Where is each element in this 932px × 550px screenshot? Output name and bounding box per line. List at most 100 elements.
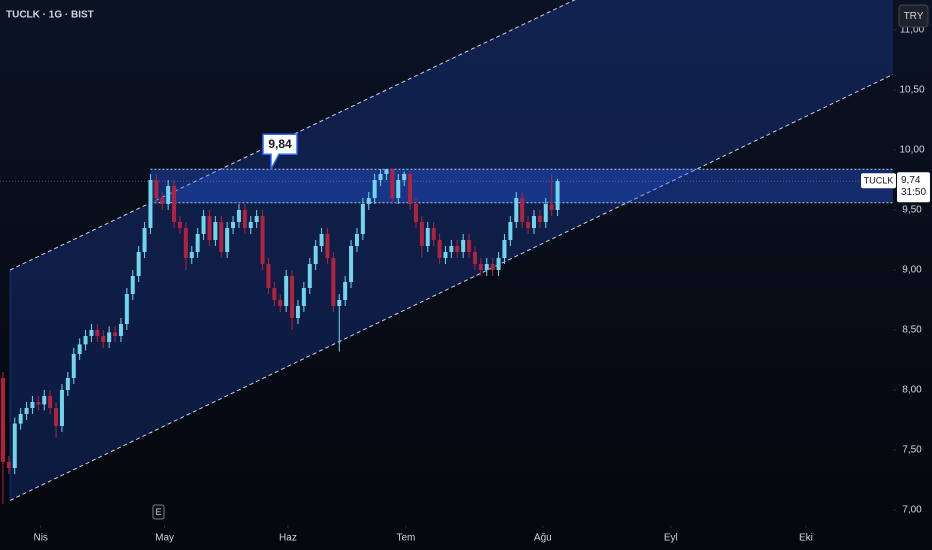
candle-body bbox=[526, 222, 531, 228]
y-tick-label: 9,00 bbox=[902, 265, 922, 276]
candle-body bbox=[372, 180, 377, 198]
candle-body bbox=[236, 210, 241, 222]
candle-body bbox=[484, 264, 489, 270]
candle-body bbox=[307, 264, 312, 288]
x-tick-label: Eki bbox=[799, 533, 813, 544]
candle-body bbox=[319, 234, 324, 246]
candle-body bbox=[531, 216, 536, 228]
callout-box bbox=[262, 133, 298, 170]
y-tick-label: 11,00 bbox=[900, 25, 925, 36]
candle-body bbox=[284, 276, 289, 306]
y-tick-label: 7,50 bbox=[902, 445, 922, 456]
candle-body bbox=[508, 222, 513, 240]
candle-body bbox=[437, 240, 442, 258]
candle-body bbox=[242, 210, 247, 228]
candle-body bbox=[136, 252, 141, 276]
candle-body bbox=[278, 300, 283, 306]
candle-body bbox=[413, 204, 418, 222]
candle-body bbox=[166, 186, 171, 204]
candle-body bbox=[384, 169, 389, 174]
candle-body bbox=[354, 234, 359, 246]
candle-body bbox=[331, 258, 336, 306]
candle-body bbox=[172, 186, 177, 222]
candle-body bbox=[461, 240, 466, 252]
candle-body bbox=[396, 180, 401, 198]
candle-body bbox=[48, 396, 53, 408]
channel-line bbox=[9, 0, 576, 271]
candle-body bbox=[313, 246, 318, 264]
x-tick-label: Eyl bbox=[664, 533, 678, 544]
candle-body bbox=[124, 294, 129, 324]
candle-body bbox=[502, 240, 507, 258]
candle-body bbox=[195, 234, 200, 252]
candle-body bbox=[30, 402, 35, 408]
candle-body bbox=[366, 198, 371, 204]
candle-body bbox=[24, 408, 29, 414]
candle-body bbox=[130, 276, 135, 294]
event-marker[interactable] bbox=[152, 504, 165, 520]
candle-body bbox=[419, 222, 424, 246]
x-tick-label: Ağu bbox=[534, 533, 552, 544]
candle-body bbox=[301, 288, 306, 306]
y-tick-label: 9,50 bbox=[902, 205, 922, 216]
y-tick-label: 7,00 bbox=[902, 505, 922, 516]
candle-body bbox=[177, 222, 182, 228]
callout-label: 9,84 bbox=[268, 137, 292, 151]
candle-body bbox=[89, 330, 94, 336]
candle-body bbox=[455, 246, 460, 252]
candle-body bbox=[95, 330, 100, 336]
candle-body bbox=[6, 462, 11, 468]
candle-body bbox=[160, 198, 165, 204]
candle-body bbox=[490, 264, 495, 270]
y-tick-label: 8,50 bbox=[902, 325, 922, 336]
y-tick-label: 10,50 bbox=[899, 85, 924, 96]
candle-body bbox=[431, 228, 436, 240]
candle-body bbox=[59, 390, 64, 426]
candle-body bbox=[113, 332, 118, 336]
candle-body bbox=[118, 324, 123, 336]
candle-body bbox=[42, 396, 47, 405]
candle-body bbox=[402, 174, 407, 180]
candle-body bbox=[272, 288, 277, 300]
event-label: E bbox=[155, 507, 161, 517]
candle-body bbox=[408, 174, 413, 204]
candle-body bbox=[231, 222, 236, 228]
candle-body bbox=[514, 198, 519, 222]
candle-body bbox=[107, 332, 112, 342]
candle-body bbox=[325, 234, 330, 258]
candle-body bbox=[260, 216, 265, 264]
currency-label: TRY bbox=[904, 11, 924, 22]
candle-body bbox=[207, 216, 212, 240]
candle-body bbox=[248, 222, 253, 228]
candle-body bbox=[425, 228, 430, 246]
symbol-label: TUCLK bbox=[864, 176, 894, 186]
chart-title: TUCLK · 1G · BIST bbox=[6, 10, 94, 21]
candle-body bbox=[496, 258, 501, 270]
candle-body bbox=[12, 423, 17, 468]
x-tick-label: May bbox=[155, 533, 174, 544]
candle-body bbox=[290, 276, 295, 318]
candle-body bbox=[225, 228, 230, 252]
candle-body bbox=[449, 246, 454, 252]
x-tick-label: Haz bbox=[279, 533, 297, 544]
candle-body bbox=[154, 180, 159, 198]
y-tick-label: 8,00 bbox=[902, 385, 922, 396]
candle-body bbox=[148, 180, 153, 228]
candle-body bbox=[337, 300, 342, 306]
candle-body bbox=[83, 336, 88, 345]
currency-button[interactable] bbox=[898, 4, 929, 28]
last-price-tag bbox=[897, 172, 930, 203]
candle-body bbox=[71, 354, 76, 378]
candle-body bbox=[254, 216, 259, 222]
candle-body bbox=[266, 264, 271, 288]
countdown-label: 31:50 bbox=[901, 187, 926, 198]
candle-body bbox=[549, 204, 554, 210]
y-tick-label: 10,00 bbox=[899, 145, 924, 156]
candle-body bbox=[183, 228, 188, 258]
candle-body bbox=[295, 306, 300, 318]
candle-body bbox=[101, 336, 106, 342]
candle-body bbox=[478, 264, 483, 270]
plot-area bbox=[0, 0, 893, 504]
